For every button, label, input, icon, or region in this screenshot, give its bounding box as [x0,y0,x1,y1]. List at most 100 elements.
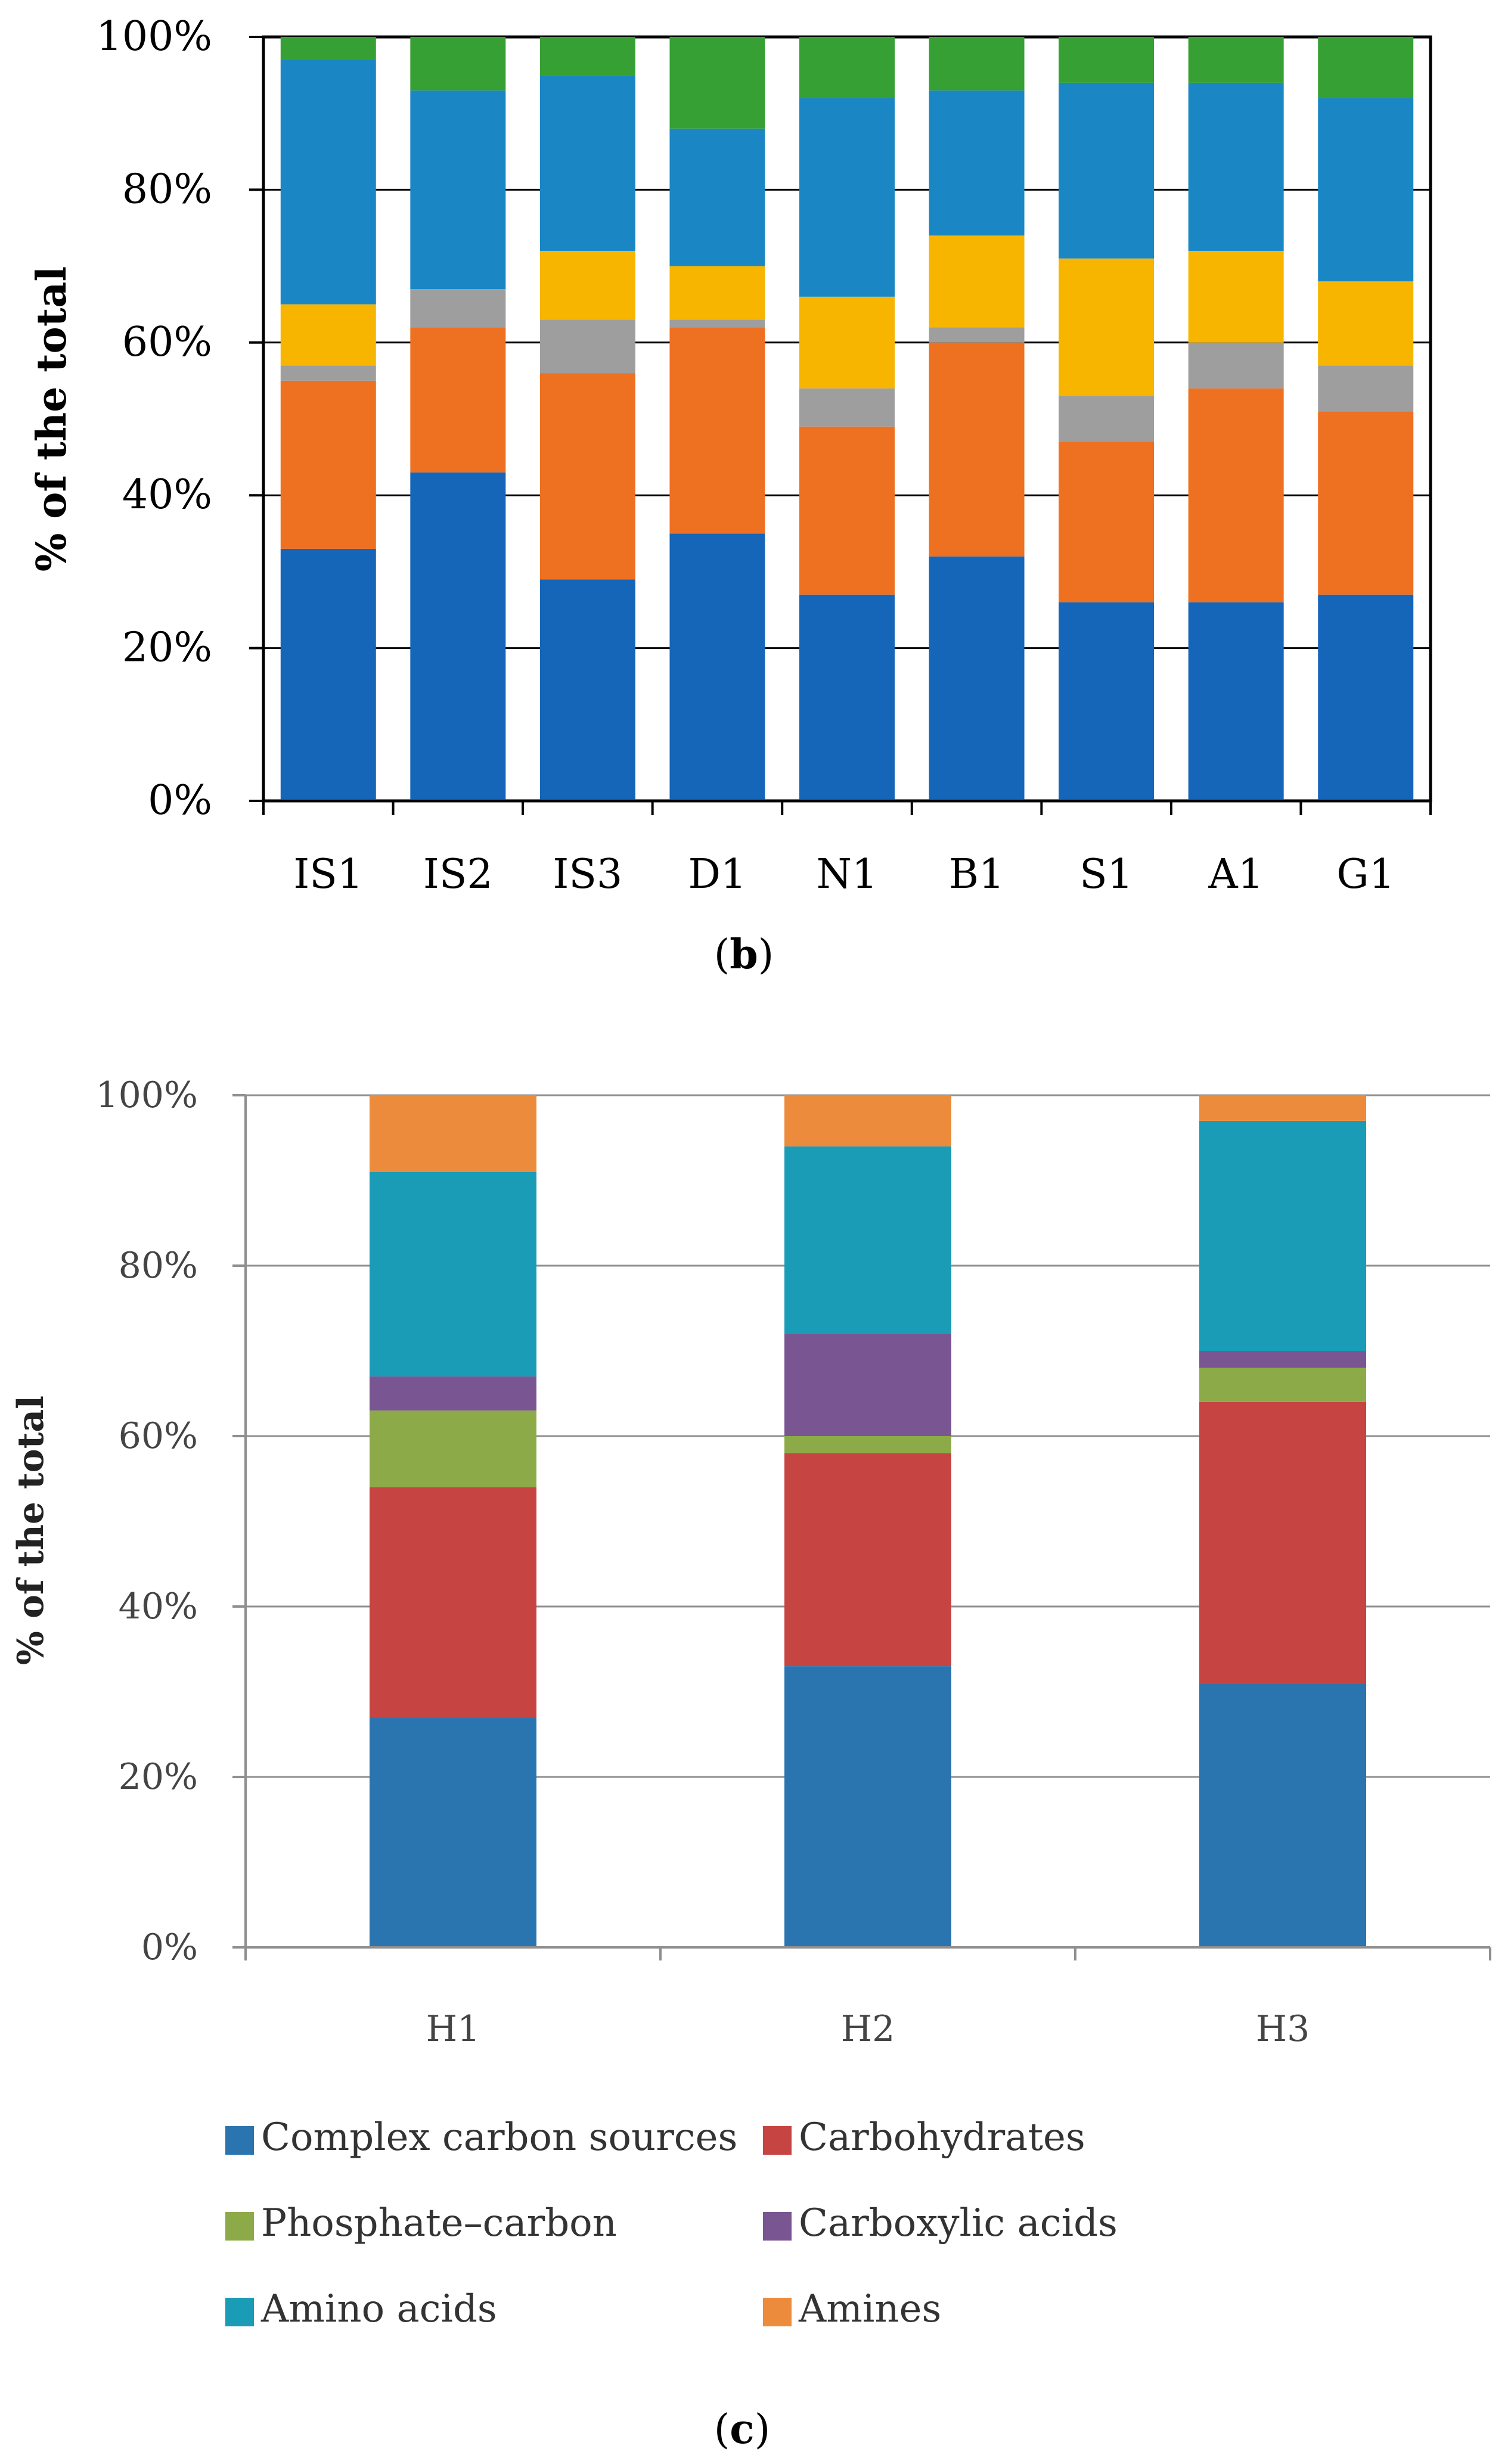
legend-label-carboxylic-acids: Carboxylic acids [799,2201,1118,2245]
chart-b-x-tick-label: IS1 [293,851,363,898]
chart-c: 0% 20% 40% 60% 80% 100% H1 H2 H3 % of the total… [10,1074,1491,2453]
chart-b-x-tick-label: A1 [1208,851,1263,898]
chart-b-bar-is2-amines [410,37,506,91]
chart-b-bar-b1-amino-acids [929,90,1025,236]
chart-b-bar-n1-phosphate-carbon [799,388,895,427]
chart-c-y-tick-label: 60% [119,1415,198,1457]
chart-c-y-tick-label: 20% [119,1756,198,1798]
chart-b-caption: (b) [714,931,774,978]
chart-b-bar-g1-amino-acids [1318,98,1414,282]
chart-c-bar-h2-carboxylic-acids [784,1334,951,1436]
chart-c-bar-h1-amines [370,1095,536,1172]
chart-b-bar-d1-carboxylic-acids [669,266,765,320]
chart-c-bar-h3-complex-carbon-sources [1199,1683,1366,1947]
chart-b-x-tick-label: N1 [817,851,878,898]
chart-c-y-tick-label: 100% [95,1074,198,1116]
chart-b-axes [249,36,1432,815]
legend-item-carbohydrates: Carbohydrates [763,2115,1085,2160]
chart-b-bar-a1-complex-carbon-sources [1188,602,1284,801]
chart-b-bar-g1-complex-carbon-sources [1318,594,1414,801]
chart-b-x-tick-label: IS3 [553,851,623,898]
chart-c-bar-h3-carboxylic-acids [1199,1351,1366,1368]
legend-label-phosphate-carbon: Phosphate–carbon [261,2201,617,2245]
chart-b-bars [280,37,1414,801]
chart-b-bar-is3-amino-acids [539,75,635,251]
chart-b-y-tick-label: 60% [122,319,212,366]
chart-c-bar-h1-carboxylic-acids [370,1376,536,1411]
legend-swatch-carbohydrates [763,2126,792,2155]
chart-c-bar-h1-phosphate-carbon [370,1410,536,1487]
chart-b-y-tick-label: 100% [97,13,212,60]
chart-b-bar-n1-amino-acids [799,98,895,297]
chart-c-bar-h3-amines [1199,1095,1366,1121]
chart-c-bar-h2-carbohydrates [784,1453,951,1667]
chart-b-bar-g1-carbohydrates [1318,411,1414,595]
chart-b-bar-d1-phosphate-carbon [669,319,765,328]
chart-b-bar-s1-carbohydrates [1059,442,1155,602]
chart-b-bar-is3-carboxylic-acids [539,250,635,320]
chart-b-y-tick-label: 40% [122,471,212,518]
chart-c-bar-h2-amines [784,1095,951,1146]
chart-b-y-tick-label: 20% [122,624,212,672]
chart-b-bar-b1-complex-carbon-sources [929,556,1025,801]
chart-b-bar-g1-phosphate-carbon [1318,365,1414,412]
chart-c-y-axis-label: % of the total [10,1396,52,1665]
legend-label-amines: Amines [798,2287,941,2331]
chart-b-bar-a1-carboxylic-acids [1188,250,1284,343]
chart-c-y-tick-label: 40% [119,1586,198,1627]
chart-b-bar-is2-amino-acids [410,90,506,290]
chart-b-x-tick-label: G1 [1336,851,1395,898]
chart-b-x-tick-label: B1 [949,851,1004,898]
chart-b-bar-b1-phosphate-carbon [929,327,1025,343]
chart-b-bar-d1-carbohydrates [669,327,765,534]
chart-b-bar-n1-complex-carbon-sources [799,594,895,801]
chart-b-bar-g1-carboxylic-acids [1318,281,1414,366]
chart-c-caption-letter: c [730,2406,754,2453]
legend-label-amino-acids: Amino acids [260,2287,497,2331]
chart-b-caption-letter: b [730,931,758,978]
chart-b-bar-a1-phosphate-carbon [1188,342,1284,389]
chart-b-bar-is3-carbohydrates [539,373,635,580]
legend-swatch-amino-acids [225,2298,254,2326]
chart-c-bar-h3-amino-acids [1199,1120,1366,1351]
chart-c-x-tick-label: H3 [1256,2008,1310,2050]
chart-b-bar-a1-amino-acids [1188,82,1284,251]
chart-b-bar-s1-phosphate-carbon [1059,396,1155,442]
chart-b-bar-is3-amines [539,37,635,76]
chart-c-bar-h2-complex-carbon-sources [784,1666,951,1947]
chart-c-x-tick-label: H1 [426,2008,480,2050]
chart-c-x-tick-labels: H1 H2 H3 [426,2008,1310,2050]
chart-b-bar-a1-carbohydrates [1188,388,1284,602]
chart-c-axes [232,1094,1491,1960]
chart-b-x-tick-label: S1 [1079,851,1133,898]
legend-swatch-amines [763,2298,792,2326]
chart-b-bar-d1-amino-acids [669,128,765,266]
legend-item-complex-carbon-sources: Complex carbon sources [225,2115,737,2160]
chart-b-y-tick-label: 80% [122,166,212,213]
chart-b: 0% 20% 40% 60% 80% 100% IS1 IS2 IS3 D1 N1 B1 S1 A1 G1… [28,13,1432,978]
chart-b-y-tick-labels: 0% 20% 40% 60% 80% 100% [97,13,212,824]
legend-swatch-complex-carbon-sources [225,2126,254,2155]
chart-b-bar-is1-phosphate-carbon [280,365,376,381]
chart-b-bar-is1-carbohydrates [280,380,376,549]
chart-b-bar-d1-complex-carbon-sources [669,533,765,801]
chart-b-bar-s1-complex-carbon-sources [1059,602,1155,801]
chart-b-y-tick-label: 0% [148,777,212,824]
legend-label-carbohydrates: Carbohydrates [799,2115,1085,2160]
chart-c-bar-h1-complex-carbon-sources [370,1717,536,1947]
chart-b-bar-is2-complex-carbon-sources [410,472,506,801]
legend-swatch-phosphate-carbon [225,2212,254,2241]
chart-b-bar-s1-amino-acids [1059,82,1155,259]
chart-b-bar-is1-amines [280,37,376,60]
chart-b-bar-is1-amino-acids [280,60,376,304]
legend-item-amines: Amines [763,2287,941,2331]
chart-b-bar-s1-amines [1059,37,1155,83]
chart-b-bar-b1-carbohydrates [929,342,1025,557]
chart-c-legend: Complex carbon sources Carbohydrates Phosp… [225,2115,1118,2331]
legend-swatch-carboxylic-acids [763,2212,792,2241]
chart-c-bar-h1-carbohydrates [370,1487,536,1717]
chart-b-bar-is1-complex-carbon-sources [280,548,376,801]
chart-b-bar-is3-complex-carbon-sources [539,579,635,801]
chart-b-bar-n1-amines [799,37,895,98]
